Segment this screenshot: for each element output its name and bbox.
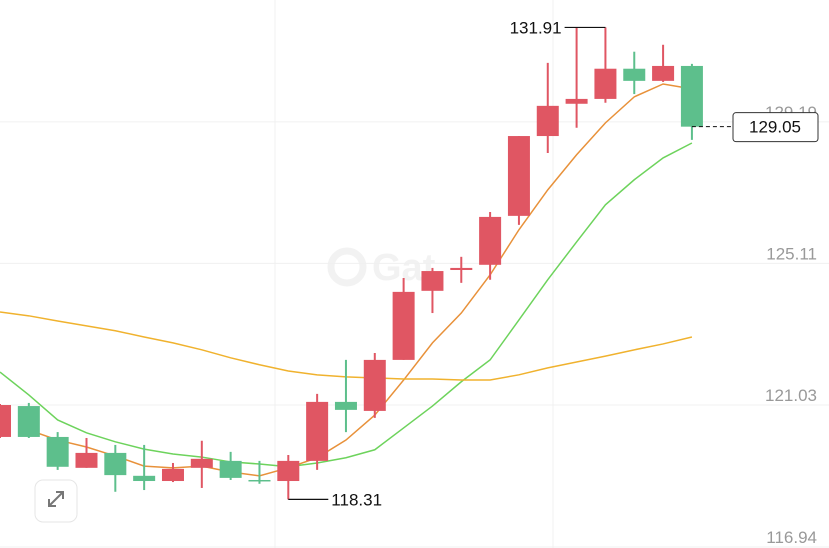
moving-average-line xyxy=(28,83,693,477)
last-price-label: 129.05 xyxy=(749,118,801,137)
watermark: Gat xyxy=(327,247,436,289)
moving-average-line xyxy=(0,142,693,468)
candle-body xyxy=(479,216,502,265)
candle-body xyxy=(161,468,184,482)
candle-body xyxy=(0,405,11,437)
candle-body xyxy=(248,479,271,482)
candle-body xyxy=(190,458,213,468)
expand-button[interactable] xyxy=(34,479,78,523)
candle-body xyxy=(17,406,40,437)
candle-body xyxy=(334,401,357,410)
candle-body xyxy=(219,460,242,478)
candle-body xyxy=(652,65,675,81)
candle-body xyxy=(594,68,617,99)
candle-body xyxy=(104,452,127,476)
candle-body xyxy=(75,452,98,468)
y-tick-label: 116.94 xyxy=(766,528,817,547)
high-label: 131.91 xyxy=(510,18,562,37)
candle-body xyxy=(306,401,329,461)
candle-body xyxy=(623,68,646,81)
candle-body xyxy=(450,267,473,271)
candle-body xyxy=(565,98,588,104)
y-tick-label: 125.11 xyxy=(766,244,817,263)
candle-body xyxy=(680,65,703,127)
candle-body xyxy=(536,105,559,137)
candle-body xyxy=(133,475,156,482)
candle-body xyxy=(363,359,386,411)
low-label: 118.31 xyxy=(331,490,382,509)
candle-body xyxy=(421,271,444,291)
y-tick-label: 121.03 xyxy=(765,386,817,405)
candle-body xyxy=(46,436,69,467)
candle-body xyxy=(277,460,300,482)
candle-body xyxy=(507,136,530,216)
candle-body xyxy=(392,291,415,360)
last-price-box xyxy=(732,112,819,143)
